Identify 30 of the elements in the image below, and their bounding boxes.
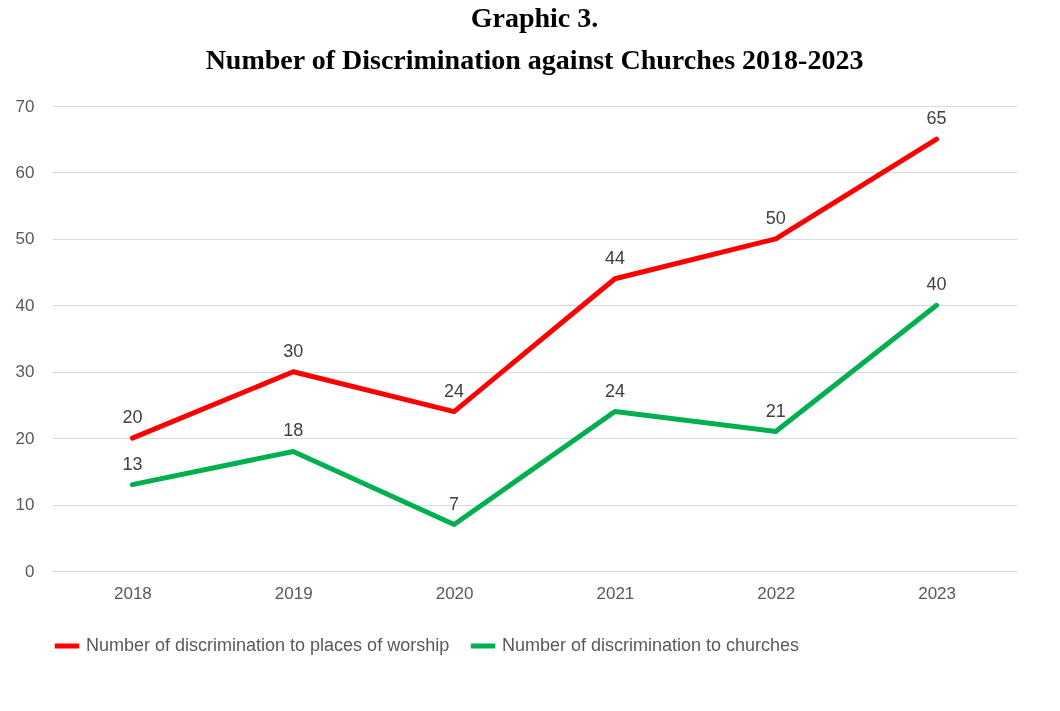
data-label: 7 [449,493,460,514]
data-label: 44 [604,247,625,268]
x-tick-label: 2018 [114,583,152,603]
data-label: 50 [765,207,786,228]
data-label: 24 [604,380,625,401]
y-tick-label: 10 [15,495,35,515]
x-tick-label: 2023 [918,583,956,603]
y-tick-label: 20 [15,428,35,448]
data-label: 24 [444,380,465,401]
data-label: 18 [283,420,304,441]
y-tick-label: 0 [25,561,35,581]
data-label: 20 [122,407,143,428]
y-tick-label: 60 [15,162,35,182]
data-label: 21 [765,400,786,421]
y-tick-label: 40 [15,295,35,315]
y-tick-label: 70 [15,96,35,116]
data-label: 65 [926,108,947,129]
y-tick-label: 30 [15,362,35,382]
legend-label: Number of discrimination to places of worship [86,635,450,655]
data-label: 13 [122,453,143,474]
chart-title: Graphic 3. [470,2,599,33]
chart-subtitle: Number of Discrimination against Churches 2018-2023 [205,44,864,75]
data-label: 40 [926,274,947,295]
x-tick-label: 2020 [435,583,474,603]
data-label: 30 [283,340,304,361]
x-tick-label: 2019 [274,583,313,603]
y-tick-label: 50 [15,229,35,249]
x-tick-label: 2022 [757,583,796,603]
x-tick-label: 2021 [596,583,635,603]
legend-label: Number of discrimination to churches [502,635,800,655]
